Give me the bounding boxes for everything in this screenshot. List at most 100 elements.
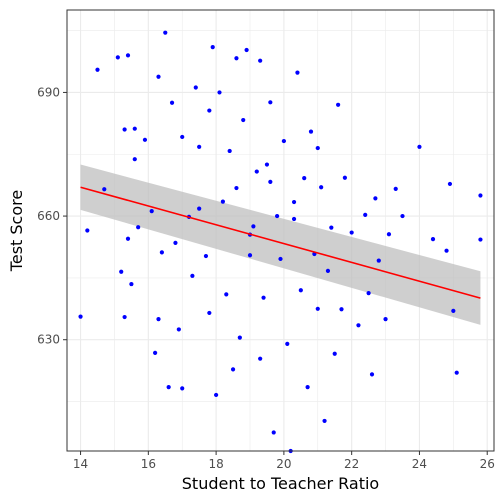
data-point <box>454 370 459 375</box>
data-point <box>207 310 212 316</box>
data-point <box>342 175 347 180</box>
data-point <box>254 169 259 174</box>
data-point <box>190 273 195 278</box>
data-point <box>149 209 154 214</box>
data-point <box>366 291 371 296</box>
data-point <box>210 44 215 50</box>
y-axis-title: Test Score <box>7 190 26 272</box>
data-point <box>264 162 270 167</box>
data-point <box>393 186 398 191</box>
tick-layer: 14 16 18 20 22 24 26 630 660 690 <box>37 85 495 471</box>
data-point <box>251 224 256 229</box>
x-tick-label: 24 <box>412 457 427 471</box>
data-point <box>363 212 368 217</box>
data-point <box>417 144 422 149</box>
data-point <box>356 323 361 328</box>
data-point <box>119 269 124 274</box>
data-point <box>122 127 127 132</box>
data-point <box>447 181 453 187</box>
data-point <box>268 100 273 105</box>
data-point <box>227 148 232 154</box>
panel-border <box>66 9 495 452</box>
data-point <box>281 138 286 144</box>
x-tick-label: 20 <box>276 457 291 471</box>
data-point <box>349 230 354 235</box>
data-point <box>285 341 290 346</box>
data-point <box>332 351 337 356</box>
data-point <box>78 314 83 319</box>
data-point <box>102 187 107 192</box>
data-point <box>295 70 300 75</box>
data-point <box>451 308 456 313</box>
y-tick-label: 630 <box>37 333 60 347</box>
y-tick-label: 690 <box>37 85 60 99</box>
confidence-band-layer <box>80 164 481 325</box>
data-point <box>85 228 90 233</box>
data-point <box>325 268 331 273</box>
x-tick-label: 18 <box>208 457 223 471</box>
x-tick-label: 22 <box>344 457 359 471</box>
data-point <box>237 335 242 340</box>
data-point <box>247 253 253 258</box>
data-point <box>319 185 324 190</box>
data-point <box>230 367 236 372</box>
data-point <box>376 258 381 263</box>
data-point <box>315 306 320 311</box>
data-point <box>234 185 239 191</box>
data-point <box>224 292 229 297</box>
data-point <box>173 240 178 245</box>
data-point <box>478 237 483 242</box>
data-point <box>444 248 449 253</box>
data-point <box>291 216 297 222</box>
y-tick-label: 660 <box>37 209 60 223</box>
data-point <box>258 58 263 63</box>
data-point <box>258 356 263 361</box>
data-point <box>159 250 164 255</box>
data-point <box>220 199 225 204</box>
data-point <box>369 372 375 377</box>
data-point <box>315 145 320 151</box>
fit-line-layer <box>80 186 481 299</box>
data-point <box>308 129 314 134</box>
data-point <box>166 385 171 390</box>
data-point <box>153 350 158 356</box>
data-point <box>291 199 297 205</box>
confidence-band <box>80 164 481 325</box>
data-point <box>129 281 134 287</box>
data-point <box>383 317 388 322</box>
data-point <box>203 253 209 259</box>
data-point <box>329 225 334 230</box>
data-point <box>302 176 307 181</box>
data-point <box>430 237 436 242</box>
x-axis-title: Student to Teacher Ratio <box>182 474 379 493</box>
data-point <box>163 30 168 35</box>
data-point <box>207 108 212 113</box>
data-point <box>386 232 392 237</box>
data-point <box>122 314 127 320</box>
data-point <box>176 327 181 332</box>
data-point <box>197 206 202 211</box>
x-tick-label: 26 <box>480 457 495 471</box>
data-point <box>180 134 185 140</box>
data-point <box>125 53 131 58</box>
data-point <box>271 430 276 435</box>
regression-line <box>80 186 481 299</box>
data-point <box>234 56 239 61</box>
data-point <box>268 179 273 184</box>
data-point <box>336 102 341 107</box>
data-point <box>197 144 202 149</box>
data-point <box>142 137 148 142</box>
data-point <box>275 213 280 219</box>
data-point <box>217 90 222 95</box>
data-point <box>125 236 131 241</box>
data-point <box>305 385 310 390</box>
x-tick-label: 14 <box>73 457 88 471</box>
data-point <box>261 295 266 300</box>
data-point <box>214 392 219 398</box>
data-point <box>241 117 246 123</box>
data-point <box>156 317 161 322</box>
data-point <box>115 55 120 60</box>
data-point <box>136 225 141 230</box>
